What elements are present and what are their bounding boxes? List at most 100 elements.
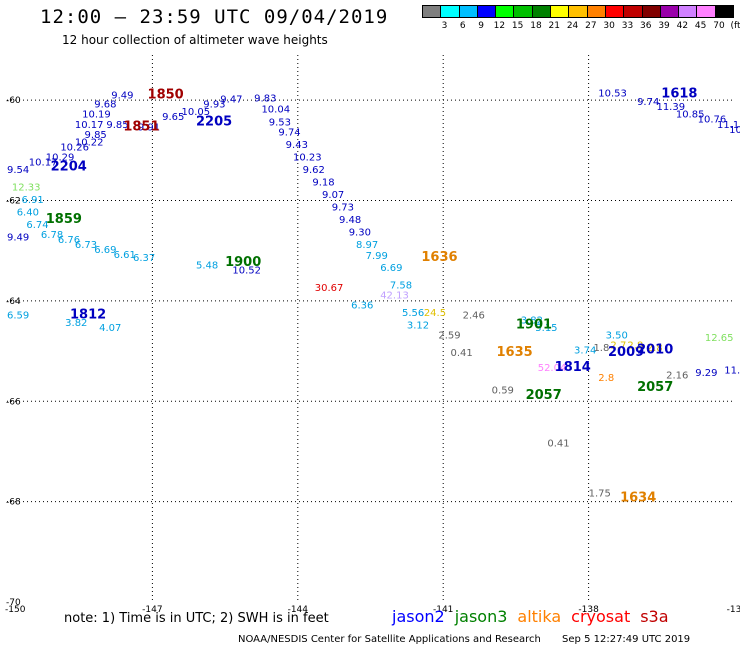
wave-height-label: 10.85 [676, 110, 705, 121]
wave-height-label: 9.18 [312, 177, 334, 188]
y-tick-label: -66 [6, 397, 21, 407]
colorbar-label: 30 [603, 21, 615, 31]
colorbar-label: 27 [585, 21, 597, 31]
colorbar-label: 9 [478, 21, 484, 31]
note-text: note: 1) Time is in UTC; 2) SWH is in fe… [64, 611, 329, 626]
y-tick-label: -68 [6, 498, 21, 508]
wave-height-label: 6.69 [380, 263, 402, 274]
colorbar-swatch [714, 5, 735, 18]
pass-time-label: 2057 [637, 380, 673, 395]
wave-height-label: 0.59 [492, 386, 514, 397]
wave-height-labels: 9.5410.1710.2910.2610.229.8510.1710.199.… [7, 89, 740, 500]
pass-time-labels: 1850 1851 2205 2204 1859 1900 1812 1636 1901 1635… [46, 87, 698, 506]
wave-height-label: 9.29 [695, 368, 717, 379]
wave-height-label: 2.59 [438, 331, 460, 342]
x-tick-label: -144 [288, 605, 309, 615]
wave-height-label: 6.61 [114, 250, 136, 261]
x-tick-label: -13 [727, 605, 740, 615]
wave-height-label: 2.16 [666, 371, 688, 382]
wave-height-label: 9.48 [339, 215, 361, 226]
wave-height-label: 9.68 [94, 100, 116, 111]
wave-height-label: 9.30 [349, 228, 371, 239]
wave-height-label: 9.85 [85, 130, 107, 141]
wave-height-label: 6.73 [75, 240, 97, 251]
wave-height-label: 0.41 [450, 348, 472, 359]
credit-text: NOAA/NESDIS Center for Satellite Applica… [238, 634, 541, 645]
pass-time-label: 1850 [148, 88, 184, 103]
wave-height-label: 10.52 [232, 265, 261, 276]
y-tick-label: -62 [6, 197, 21, 207]
wave-height-label: 9.93 [203, 100, 225, 111]
wave-height-label: 0.41 [547, 438, 569, 449]
wave-height-label: 52.04 [538, 363, 567, 374]
x-tick-label: -150 [5, 605, 26, 615]
colorbar-label: 39 [658, 21, 670, 31]
wave-height-label: 2.8 [647, 343, 663, 354]
colorbar [422, 5, 735, 18]
colorbar-label: 70 [713, 21, 725, 31]
wave-height-label: 9.83 [254, 94, 276, 105]
wave-height-label: 5.15 [535, 323, 557, 334]
wave-height-label: 1.75 [589, 489, 611, 500]
colorbar-label: 15 [511, 21, 524, 31]
wave-height-label: 9.49 [111, 91, 133, 102]
colorbar-label: 21 [548, 21, 560, 31]
wave-height-label: 3.82 [521, 315, 543, 326]
legend-entry: altika [517, 607, 562, 626]
wave-height-label: 3.12 [407, 321, 429, 332]
wave-height-label: 8.97 [356, 240, 378, 251]
wave-height-label: 6.78 [41, 230, 63, 241]
timestamp-text: Sep 5 12:27:49 UTC 2019 [562, 634, 691, 645]
wave-height-label: 5.56 [402, 308, 424, 319]
colorbar-label: 3 [441, 21, 448, 31]
wave-height-label: 6.36 [351, 300, 373, 311]
wave-height-label: 12.65 [705, 333, 734, 344]
colorbar-label: 12 [493, 21, 506, 31]
legend-entry: jason2 [392, 607, 445, 626]
wave-height-label: 6.76 [58, 235, 80, 246]
wave-height-label: 10.85 [729, 125, 740, 136]
wave-height-label: 9.73 [332, 203, 354, 214]
colorbar-label: 33 [621, 21, 634, 31]
wave-height-label: 4.07 [99, 323, 121, 334]
wave-height-label: 9.47 [220, 95, 242, 106]
wave-height-label: 10.17 [75, 120, 104, 131]
page-subtitle: 12 hour collection of altimeter wave hei… [62, 33, 328, 47]
pass-time-label: 2010 [637, 343, 673, 358]
wave-height-label: 24.5 [424, 308, 446, 319]
colorbar-label: 42 [676, 21, 689, 31]
pass-time-label: 1618 [661, 87, 697, 102]
colorbar-label: 24 [566, 21, 579, 31]
wave-height-label: 11.54 [724, 366, 740, 377]
wave-height-label: 9.74 [637, 97, 659, 108]
wave-height-label: 3.50 [606, 331, 628, 342]
wave-height-label: 42.13 [380, 290, 409, 301]
page-title: 12:00 – 23:59 UTC 09/04/2019 [40, 6, 389, 28]
y-tick-label: -60 [6, 96, 21, 106]
wave-height-label: 12.33 [12, 182, 41, 193]
satellite-legend: jason2 jason3 altika cryosat s3a [392, 607, 679, 626]
wave-height-label: 9.74 [278, 127, 300, 138]
wave-height-label: 9.85 [106, 120, 128, 131]
y-tick-label: -70 [6, 598, 21, 608]
wave-height-label: 7.99 [366, 251, 388, 262]
wave-height-label: 10.04 [261, 105, 290, 116]
pass-time-label: 2204 [51, 159, 87, 174]
pass-time-label: 1634 [620, 491, 656, 506]
wave-height-label: 9.49 [7, 233, 29, 244]
wave-height-label: 11.39 [656, 102, 685, 113]
wave-height-label: 9.54 [7, 165, 29, 176]
wave-height-label: 2.8 [627, 341, 643, 352]
wave-height-label: 10.17 [29, 157, 58, 168]
wave-height-label: 30.67 [315, 283, 344, 294]
colorbar-label: 45 [694, 21, 707, 31]
wave-height-label: 10.93 [739, 130, 740, 141]
wave-height-label: 2.46 [463, 310, 485, 321]
legend-entry: jason3 [454, 607, 508, 626]
y-tick-label: -64 [6, 297, 21, 307]
wave-height-label: 2.7 [610, 341, 626, 352]
pass-time-label: 1859 [46, 212, 82, 227]
x-tick-label: -141 [433, 605, 453, 615]
